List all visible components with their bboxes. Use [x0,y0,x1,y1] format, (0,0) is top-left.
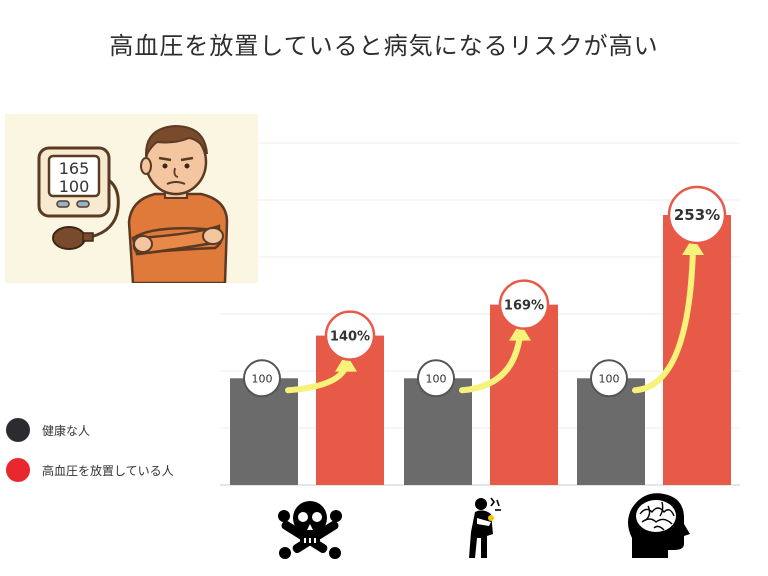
value-label-untreated-hypertension: 140% [330,330,370,345]
legend-label-healthy: 健康な人 [42,423,91,438]
legend-swatch-untreated-hypertension [6,458,30,482]
bar-value-labels: 100 140% 100 169% 100 253% [243,185,727,398]
chart-title: 高血圧を放置していると病気になるリスクが高い [109,32,659,60]
value-label-healthy: 100 [252,372,273,385]
man-with-blood-pressure-monitor-illustration: 165 100 [37,124,229,285]
arrows [285,237,704,394]
value-label-untreated-hypertension: 169% [504,299,544,314]
increase-arrow [632,246,696,394]
illustration-panel: 165 100 [5,114,258,285]
increase-arrow-head [509,322,531,341]
monitor-diastolic-reading: 100 [59,177,90,196]
increase-arrow [459,331,523,394]
value-label-healthy: 100 [599,372,620,385]
value-badge-healthy [417,359,455,398]
legend-label-untreated-hypertension: 高血圧を放置している人 [42,463,174,478]
chest-pain-person-icon [469,497,501,558]
increase-arrow-head [682,237,704,255]
legend-item-untreated-hypertension: 高血圧を放置している人 [6,458,174,482]
value-badge-healthy [243,359,281,398]
legend-swatch-healthy [6,418,30,442]
value-label-healthy: 100 [426,372,447,385]
brain-head-icon [628,493,690,558]
value-badge-untreated-hypertension [324,310,376,361]
value-badge-healthy [590,359,628,398]
legend-item-healthy: 健康な人 [6,418,174,442]
monitor-systolic-reading: 165 [59,159,90,178]
value-label-untreated-hypertension: 253% [674,206,720,224]
grid-lines [220,142,740,486]
value-badge-untreated-hypertension [667,185,727,245]
legend: 健康な人 高血圧を放置している人 [6,418,174,498]
bar-untreated-hypertension [663,215,731,485]
increase-arrow-head [335,353,357,372]
bars [230,215,731,485]
skull-crossbones-icon [278,501,342,559]
value-badge-untreated-hypertension [498,279,550,330]
